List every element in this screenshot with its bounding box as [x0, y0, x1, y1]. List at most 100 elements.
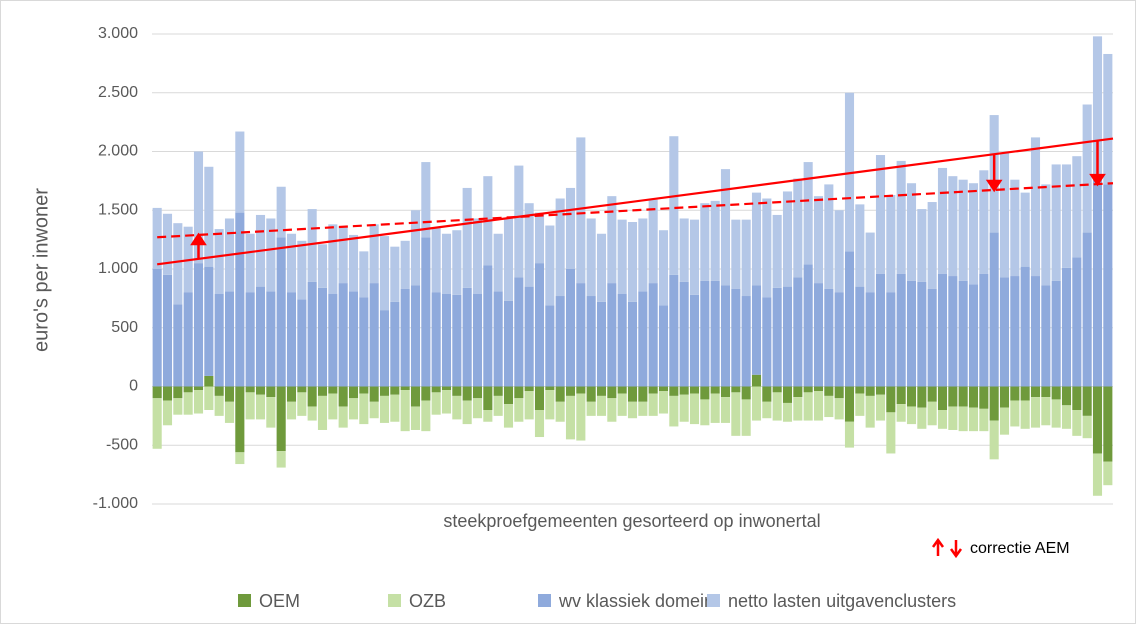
bar-segment — [173, 304, 183, 387]
bar-segment — [875, 155, 886, 274]
bar-segment — [906, 386, 917, 407]
bar-segment — [245, 392, 255, 420]
bar-segment — [576, 393, 586, 441]
bar-segment — [173, 386, 183, 399]
bar-segment — [989, 420, 999, 460]
bar-segment — [421, 400, 431, 432]
bar-segment — [1103, 184, 1113, 387]
bar-segment — [824, 386, 834, 396]
bar-segment — [493, 395, 503, 416]
bar-segment — [855, 204, 865, 287]
bar-segment — [545, 305, 555, 387]
bar-segment — [700, 386, 710, 400]
bar-segment — [483, 386, 493, 410]
bar-segment — [390, 246, 400, 302]
bar-segment — [803, 392, 813, 421]
bar-segment — [844, 92, 855, 252]
bar-segment — [534, 212, 545, 264]
bar-segment — [441, 293, 452, 387]
bar-segment — [658, 391, 669, 414]
bar-segment — [638, 386, 648, 402]
bar-segment — [793, 277, 803, 387]
bar-segment — [968, 284, 979, 387]
bar-segment — [545, 225, 555, 306]
bar-segment — [235, 452, 245, 465]
bar-segment — [762, 386, 772, 402]
bar-segment — [948, 406, 958, 430]
bar-segment — [1051, 280, 1061, 387]
bar-segment — [896, 160, 906, 274]
bar-segment — [596, 233, 607, 302]
bar-segment — [266, 397, 276, 428]
bar-segment — [1030, 397, 1041, 428]
bar-segment — [855, 393, 865, 416]
bar-segment — [576, 283, 586, 387]
bar-segment — [576, 386, 586, 394]
bar-segment — [452, 230, 462, 295]
bar-segment — [865, 292, 875, 387]
bar-segment — [638, 218, 648, 292]
bar-segment — [844, 421, 855, 448]
bar-segment — [648, 386, 658, 394]
bar-segment — [1092, 179, 1103, 387]
bar-segment — [565, 187, 576, 269]
bar-segment — [183, 386, 193, 393]
bar-segment — [328, 386, 338, 394]
bar-segment — [917, 281, 927, 387]
trend-line — [157, 137, 1114, 266]
bar-segment — [534, 263, 545, 387]
bar-segment — [700, 399, 710, 426]
bar-segment — [958, 179, 968, 281]
bar-segment — [813, 283, 824, 387]
bar-segment — [844, 386, 855, 422]
bar-segment — [958, 280, 968, 387]
bar-segment — [731, 219, 741, 289]
bar-segment — [782, 386, 793, 403]
bar-segment — [720, 397, 731, 423]
y-axis-label: euro's per inwoner — [30, 188, 52, 352]
bar-segment — [689, 393, 700, 425]
bar-segment — [793, 397, 803, 421]
legend-swatch — [538, 594, 551, 607]
bar-segment — [514, 165, 524, 278]
bar-segment — [793, 386, 803, 398]
bar-segment — [224, 291, 235, 387]
bar-segment — [410, 285, 421, 387]
bar-segment — [173, 398, 183, 415]
bar-segment — [906, 406, 917, 425]
bar-segment — [1030, 137, 1041, 277]
bar-segment — [968, 183, 979, 285]
bar-segment — [948, 276, 958, 387]
legend-swatch — [707, 594, 720, 607]
bar-segment — [431, 292, 441, 387]
bar-segment — [193, 263, 204, 387]
bar-segment — [400, 390, 410, 432]
bar-segment — [276, 186, 286, 238]
down-arrow-icon — [949, 540, 963, 559]
bar-segment — [152, 269, 162, 387]
legend-swatch — [238, 594, 251, 607]
bar-segment — [844, 251, 855, 387]
bar-segment — [204, 266, 214, 376]
bar-segment — [710, 280, 720, 387]
bar-segment — [1072, 410, 1082, 436]
bar-segment — [400, 386, 410, 391]
bar-segment — [1051, 399, 1061, 428]
bar-segment — [648, 393, 658, 416]
bar-segment — [576, 137, 586, 284]
bar-segment — [565, 269, 576, 387]
bar-segment — [824, 395, 834, 418]
bar-segment — [286, 233, 297, 293]
legend-label: OZB — [409, 591, 446, 611]
bar-segment — [379, 386, 390, 396]
bar-segment — [276, 386, 286, 452]
bar-segment — [927, 288, 937, 387]
y-tick-label: 1.500 — [98, 201, 138, 218]
bar-segment — [1010, 386, 1020, 401]
bar-segment — [524, 386, 534, 392]
bar-segment — [369, 283, 379, 387]
bar-segment — [400, 240, 410, 289]
bar-segment — [255, 286, 266, 387]
bar-segment — [751, 192, 762, 286]
bar-segment — [266, 386, 276, 398]
